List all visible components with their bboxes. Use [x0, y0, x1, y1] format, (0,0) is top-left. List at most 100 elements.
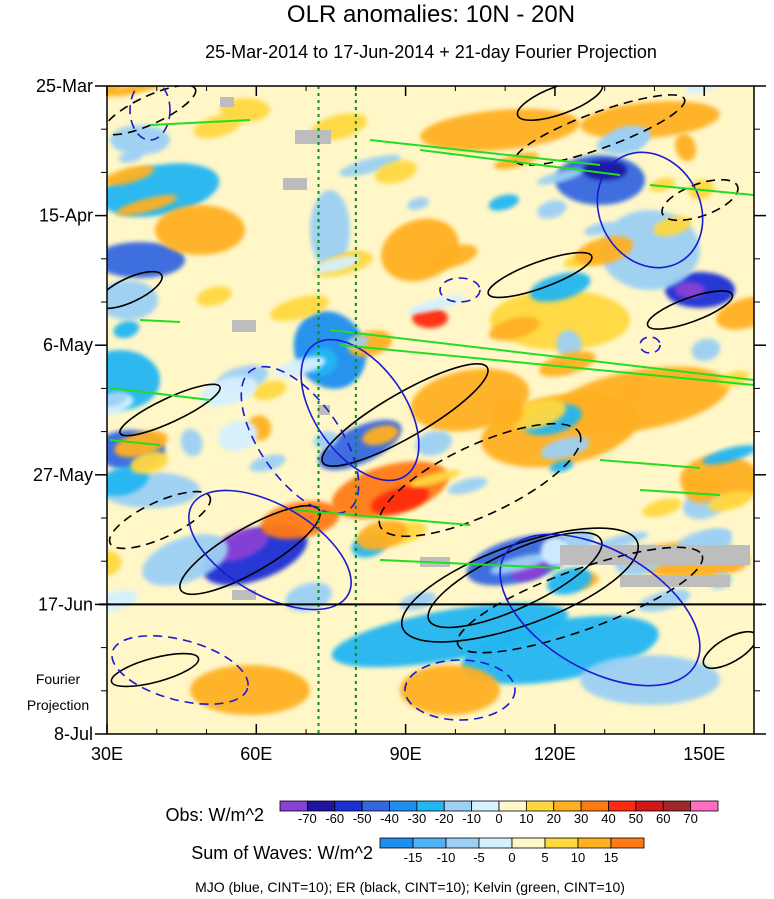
waves-colorbar: -15 -10 -5 0 5 10 15: [379, 837, 645, 865]
field-patch: [252, 380, 287, 400]
field-patch: [675, 282, 705, 298]
colorbar-swatch: [279, 800, 308, 812]
field-patch: [574, 236, 634, 266]
field-patch: [580, 101, 720, 139]
colorbar-swatch: [525, 800, 555, 812]
field-patch: [155, 205, 245, 255]
wave-contours: [107, 86, 754, 721]
field-patch: [113, 320, 140, 339]
field-patch: [556, 330, 582, 359]
missing-data-patch: [220, 97, 234, 107]
colorbar-swatch: [553, 800, 582, 812]
kelvin-contour: [329, 329, 754, 381]
field-patch: [331, 602, 569, 668]
colorbar-tick-label: -40: [380, 811, 399, 826]
wave-contour: [107, 86, 197, 136]
colorbar-swatch: [610, 837, 645, 849]
wave-contour: [639, 336, 661, 354]
kelvin-contour: [149, 119, 251, 126]
field-patch: [375, 160, 417, 184]
field-patch: [447, 477, 488, 495]
field-patch: [407, 295, 466, 314]
colorbar-swatch: [544, 837, 579, 849]
field-patch: [107, 280, 158, 320]
plot-frame: [106, 85, 755, 735]
colorbar-swatch: [635, 800, 664, 812]
field-patch: [409, 469, 461, 488]
x-tick-label: 150E: [683, 744, 725, 764]
wave-contour: [702, 630, 754, 670]
wave-contour: [499, 533, 701, 687]
field-patch: [269, 295, 330, 322]
field-patch: [675, 133, 696, 162]
kelvin-contour: [419, 149, 621, 176]
field-patch: [112, 86, 169, 97]
colorbar-swatch: [445, 837, 480, 849]
wave-contour: [240, 365, 360, 515]
field-patch: [653, 216, 692, 237]
colorbar-tick-label: 40: [601, 811, 615, 826]
field-patch: [702, 445, 754, 465]
field-patch: [339, 154, 402, 177]
field-patch: [118, 149, 144, 163]
reference-longitudes: [317, 86, 357, 734]
field-patch: [619, 383, 645, 402]
colorbar-tick-label: 20: [547, 811, 561, 826]
contour-legend: MJO (blue, CINT=10); ER (black, CINT=10)…: [195, 879, 625, 895]
kelvin-contour: [294, 509, 471, 526]
y-tick-label: 15-Apr: [39, 206, 93, 226]
colorbar-swatch: [443, 800, 473, 812]
wave-contour: [487, 251, 593, 299]
colorbar-swatch: [580, 800, 609, 812]
projection-label-line2: Projection: [27, 697, 89, 713]
obs-colorbar: -70 -60 -50 -40 -30 -20 -10 0 10 20 30 40 50 60 70: [279, 800, 719, 826]
colorbar-swatch: [412, 837, 447, 849]
missing-data-patch: [232, 320, 256, 332]
wave-contour: [107, 270, 163, 310]
colorbar-tick-label: 0: [495, 811, 502, 826]
field-patch: [107, 392, 127, 407]
field-patch: [551, 366, 729, 434]
colorbar-swatch: [478, 837, 513, 849]
field-patch: [685, 474, 725, 504]
field-patch: [536, 200, 567, 219]
field-patch: [508, 398, 566, 430]
wave-contour: [321, 363, 489, 467]
colorbar-tick-label: 70: [683, 811, 697, 826]
colorbar-tick-label: 30: [574, 811, 588, 826]
missing-data-patch: [560, 545, 750, 565]
missing-data-patch: [620, 575, 730, 587]
field-patch: [107, 242, 185, 278]
wave-contour: [596, 151, 704, 269]
wave-contour: [646, 290, 734, 330]
field-patch: [275, 356, 326, 377]
field-patch: [642, 498, 682, 518]
field-patch: [700, 528, 732, 545]
colorbar-swatch: [662, 800, 692, 812]
colorbar-tick-label: 0: [508, 850, 515, 865]
field-patch: [488, 194, 519, 211]
chart-subtitle: 25-Mar-2014 to 17-Jun-2014 + 21-day Four…: [205, 42, 657, 62]
kelvin-contour: [109, 387, 211, 401]
kelvin-contour: [369, 139, 601, 166]
missing-data-patch: [295, 130, 331, 144]
wave-contour: [188, 489, 352, 611]
kelvin-contour: [639, 489, 721, 496]
field-patch: [196, 286, 232, 307]
chart-title: OLR anomalies: 10N - 20N: [287, 1, 575, 28]
field-patch: [492, 398, 524, 427]
wave-contour: [378, 422, 582, 538]
wave-contour: [129, 86, 171, 141]
colorbar-tick-label: -15: [404, 850, 423, 865]
field-patch: [107, 590, 138, 612]
colorbar-tick-label: 5: [541, 850, 548, 865]
colorbar-swatch: [379, 837, 414, 849]
field-patch: [580, 655, 720, 705]
wave-contour: [514, 94, 686, 166]
field-patch: [716, 296, 754, 330]
colorbar-swatch: [416, 800, 445, 812]
field-patch: [110, 125, 170, 155]
colorbar-swatch: [471, 800, 500, 812]
colorbar-swatch: [577, 837, 612, 849]
field-patch: [107, 465, 149, 497]
